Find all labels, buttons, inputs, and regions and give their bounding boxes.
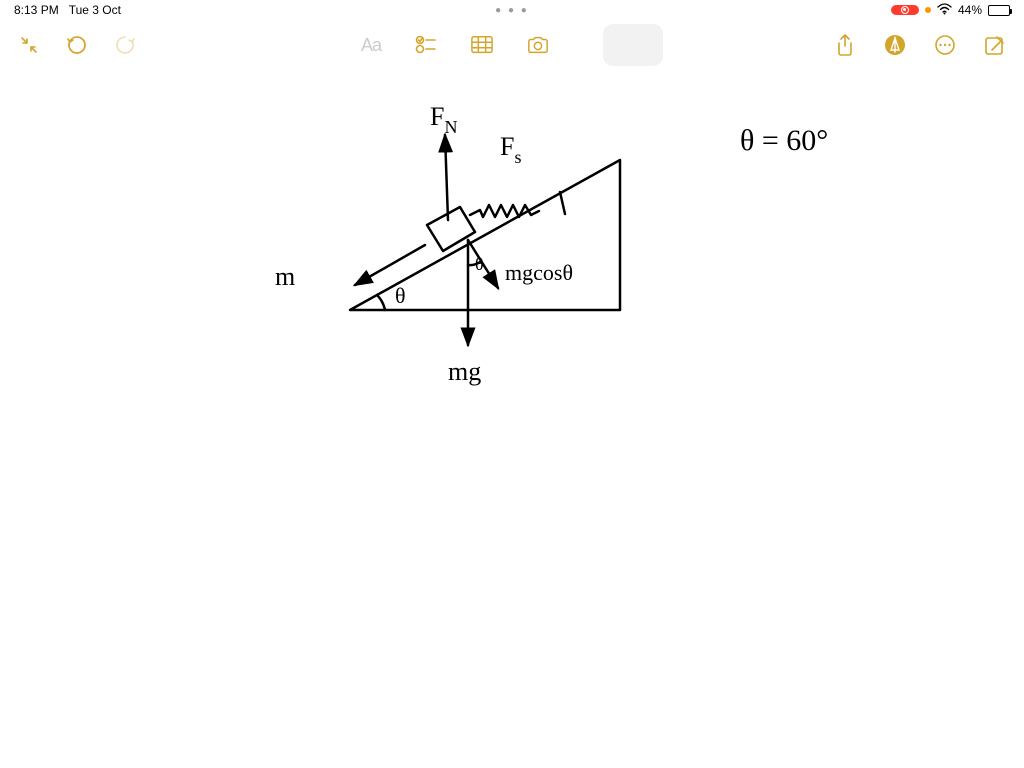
more-icon[interactable] — [934, 34, 956, 56]
compose-icon[interactable] — [984, 34, 1006, 56]
label-theta: θ — [395, 283, 406, 308]
share-icon[interactable] — [834, 34, 856, 56]
drawing-canvas[interactable]: FN Fs θ θ mgcosθ mg m θ = 60° — [0, 70, 1024, 768]
spring — [470, 205, 539, 217]
note-thumbnail[interactable] — [603, 24, 663, 66]
spring-wall — [560, 192, 565, 214]
incline-triangle — [350, 160, 620, 310]
multitask-dots[interactable]: ● ● ● — [495, 5, 529, 16]
collapse-icon[interactable] — [18, 34, 40, 56]
text-style-icon[interactable]: Aa — [361, 35, 381, 56]
status-time: 8:13 PM — [14, 3, 59, 17]
physics-diagram: FN Fs θ θ mgcosθ mg m θ = 60° — [0, 70, 1024, 768]
markup-icon[interactable] — [884, 34, 906, 56]
label-mgcos: mgcosθ — [505, 260, 573, 285]
status-right: 44% — [891, 3, 1010, 18]
angle-arc — [377, 295, 385, 310]
status-left: 8:13 PM Tue 3 Oct — [14, 3, 121, 17]
label-fn: FN — [430, 102, 457, 137]
checklist-icon[interactable] — [415, 34, 437, 56]
undo-icon[interactable] — [66, 34, 88, 56]
toolbar: Aa — [0, 20, 1024, 70]
label-theta-value: θ = 60° — [740, 124, 828, 157]
wifi-icon — [937, 3, 952, 18]
battery-percent: 44% — [958, 3, 982, 17]
mic-indicator-dot — [925, 7, 931, 13]
label-fs: Fs — [500, 132, 521, 167]
force-down-incline — [355, 245, 425, 285]
screen-record-pill[interactable] — [891, 5, 919, 15]
battery-icon — [988, 5, 1010, 16]
camera-icon[interactable] — [527, 34, 549, 56]
status-date: Tue 3 Oct — [69, 3, 121, 17]
redo-icon[interactable] — [114, 34, 136, 56]
label-m: m — [275, 262, 295, 291]
force-normal — [445, 135, 448, 220]
table-icon[interactable] — [471, 34, 493, 56]
label-theta2: θ — [475, 254, 484, 274]
label-mg: mg — [448, 357, 481, 386]
status-bar: 8:13 PM Tue 3 Oct ● ● ● 44% — [0, 0, 1024, 20]
